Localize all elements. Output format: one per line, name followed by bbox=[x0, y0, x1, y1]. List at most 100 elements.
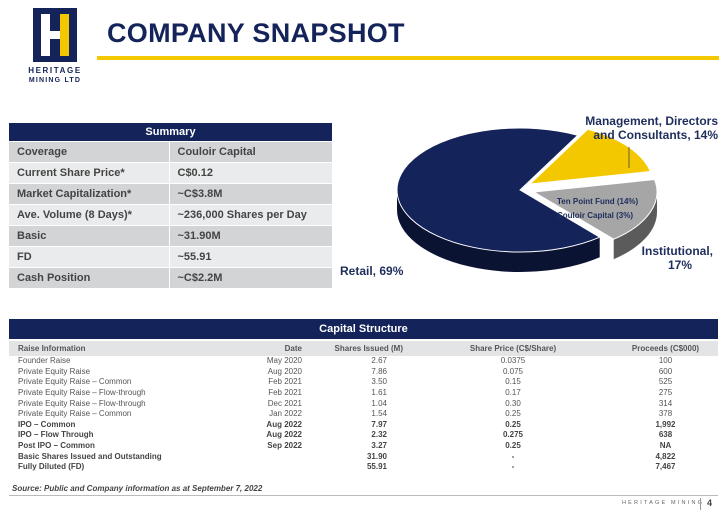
table-cell: 7.97 bbox=[371, 419, 387, 429]
capital-structure-header: Capital Structure bbox=[9, 319, 718, 339]
pie-slice bbox=[396, 127, 601, 253]
pie-slice-side bbox=[397, 190, 600, 272]
pie-slice bbox=[532, 178, 658, 240]
table-cell: - bbox=[511, 462, 515, 472]
pie-label-institutional: 17% bbox=[668, 258, 692, 272]
table-cell: Basic Shares Issued and Outstanding bbox=[18, 451, 162, 461]
table-cell: 100 bbox=[658, 356, 673, 366]
table-cell: 0.30 bbox=[505, 398, 521, 408]
table-row: Private Equity Raise – Flow-through Feb 2… bbox=[9, 388, 718, 399]
logo-text-line2: MINING LTD bbox=[28, 77, 82, 84]
summary-label: Current Share Price* bbox=[9, 161, 169, 183]
summary-label: Basic bbox=[9, 224, 169, 246]
table-cell: Feb 2021 bbox=[268, 377, 302, 387]
table-row: Post IPO – Common Sep 2022 3.27 0.25 NA bbox=[9, 441, 718, 452]
pie-slice bbox=[528, 128, 652, 185]
summary-row: Basic ~31.90M bbox=[9, 224, 332, 246]
summary-table: Summary Coverage Couloir Capital Current S… bbox=[9, 123, 332, 288]
table-cell: NA bbox=[659, 441, 672, 451]
summary-row: Current Share Price* C$0.12 bbox=[9, 161, 332, 183]
table-cell: 4,822 bbox=[655, 451, 676, 461]
table-cell: Private Equity Raise – Common bbox=[18, 409, 132, 419]
table-cell: 1.61 bbox=[371, 388, 387, 398]
table-row: Founder Raise May 2020 2.67 0.0375 100 bbox=[9, 356, 718, 367]
footer-rule bbox=[9, 495, 718, 496]
page-title: COMPANY SNAPSHOT bbox=[107, 18, 405, 48]
table-cell: 0.15 bbox=[505, 377, 521, 387]
logo-text-line1: HERITAGE bbox=[28, 66, 82, 75]
summary-header: Summary bbox=[9, 123, 332, 141]
table-cell: 7,467 bbox=[655, 462, 676, 472]
table-cell: Private Equity Raise – Common bbox=[18, 377, 132, 387]
table-row: Private Equity Raise Aug 2020 7.86 0.075 600 bbox=[9, 367, 718, 378]
table-row: IPO – Common Aug 2022 7.97 0.25 1,992 bbox=[9, 420, 718, 431]
pie-inner-label: Couloir Capital (3%) bbox=[557, 211, 633, 220]
table-cell: 314 bbox=[658, 398, 673, 408]
table-cell: - bbox=[511, 451, 515, 461]
logo-h-mark bbox=[33, 8, 77, 62]
table-cell: 55.91 bbox=[366, 462, 387, 472]
table-cell bbox=[209, 451, 302, 462]
table-cell: Post IPO – Common bbox=[18, 441, 95, 451]
summary-value: ~31.90M bbox=[168, 224, 332, 246]
column-header: Shares Issued (M) bbox=[302, 341, 413, 356]
table-cell: 1,992 bbox=[655, 419, 676, 429]
shareholder-pie-chart: Ten Point Fund (14%) Couloir Capital (3%)… bbox=[340, 114, 718, 278]
company-logo: HERITAGE MINING LTD bbox=[26, 8, 84, 85]
table-cell: Private Equity Raise – Flow-through bbox=[18, 398, 146, 408]
table-cell: IPO – Common bbox=[18, 419, 76, 429]
pie-slice-side bbox=[613, 192, 657, 260]
table-cell: Founder Raise bbox=[18, 356, 71, 366]
column-header: Proceeds (C$000) bbox=[613, 341, 718, 356]
source-note: Source: Public and Company information a… bbox=[12, 484, 263, 493]
table-cell: 7.86 bbox=[371, 366, 387, 376]
summary-row: Ave. Volume (8 Days)* ~236,000 Shares per… bbox=[9, 203, 332, 225]
summary-label: Cash Position bbox=[9, 266, 169, 288]
table-cell: Private Equity Raise bbox=[18, 366, 91, 376]
table-row: Private Equity Raise – Common Jan 2022 1.5… bbox=[9, 409, 718, 420]
table-cell: Aug 2022 bbox=[266, 419, 302, 429]
table-cell: 0.075 bbox=[502, 366, 524, 376]
pie-label-management: and Consultants, 14% bbox=[593, 128, 718, 142]
pie-label-retail: Retail, 69% bbox=[340, 264, 404, 278]
table-cell: 2.67 bbox=[371, 356, 387, 366]
summary-label: Coverage bbox=[9, 140, 169, 162]
table-row: Basic Shares Issued and Outstanding 31.90… bbox=[9, 451, 718, 462]
summary-label: Ave. Volume (8 Days)* bbox=[9, 203, 169, 225]
summary-label: FD bbox=[9, 245, 169, 267]
footer-separator bbox=[700, 498, 701, 510]
table-row: Private Equity Raise – Flow-through Dec 2… bbox=[9, 398, 718, 409]
table-cell bbox=[209, 462, 302, 473]
table-cell: 525 bbox=[658, 377, 673, 387]
table-row: Fully Diluted (FD) 55.91 - 7,467 bbox=[9, 462, 718, 473]
table-cell: 0.0375 bbox=[500, 356, 526, 366]
summary-row: FD ~55.91 bbox=[9, 245, 332, 267]
summary-value: ~C$2.2M bbox=[168, 266, 332, 288]
column-header: Raise Information bbox=[9, 341, 209, 356]
summary-label: Market Capitalization* bbox=[9, 182, 169, 204]
summary-value: C$0.12 bbox=[168, 161, 332, 183]
table-cell: 0.17 bbox=[505, 388, 521, 398]
table-cell: Dec 2021 bbox=[267, 398, 302, 408]
footer-brand: HERITAGE MINING bbox=[622, 500, 705, 506]
pie-label-institutional: Institutional, bbox=[642, 244, 713, 258]
summary-value: ~236,000 Shares per Day bbox=[168, 203, 332, 225]
pie-inner-label: Ten Point Fund (14%) bbox=[557, 197, 639, 206]
table-cell: 0.25 bbox=[505, 419, 521, 429]
table-cell: 1.04 bbox=[371, 398, 387, 408]
table-cell: Sep 2022 bbox=[267, 441, 302, 451]
table-cell: IPO – Flow Through bbox=[18, 430, 94, 440]
capital-structure-table: Raise Information Date Shares Issued (M) Sh… bbox=[9, 341, 718, 473]
page-number: 4 bbox=[707, 498, 713, 508]
table-cell: 31.90 bbox=[366, 451, 387, 461]
title-underline bbox=[97, 56, 719, 60]
table-cell: 378 bbox=[658, 409, 673, 419]
table-cell: 638 bbox=[658, 430, 673, 440]
table-cell: 1.54 bbox=[371, 409, 387, 419]
summary-row: Market Capitalization* ~C$3.8M bbox=[9, 182, 332, 204]
table-cell: 600 bbox=[658, 366, 673, 376]
table-cell: 0.25 bbox=[505, 409, 521, 419]
summary-row: Coverage Couloir Capital bbox=[9, 140, 332, 162]
table-cell: Fully Diluted (FD) bbox=[18, 462, 85, 472]
table-cell: 2.32 bbox=[371, 430, 387, 440]
